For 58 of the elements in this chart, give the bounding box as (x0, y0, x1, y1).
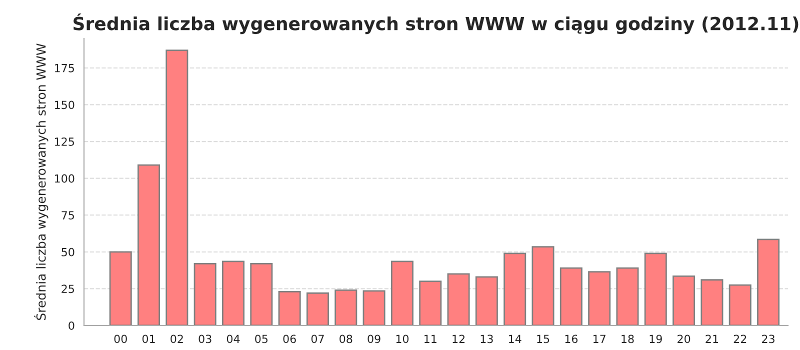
bar (728, 284, 752, 326)
bar (390, 260, 414, 326)
x-tick-label: 01 (142, 334, 155, 344)
x-tick-label: 04 (226, 334, 240, 344)
x-tick-label: 03 (198, 334, 212, 344)
bar (250, 262, 273, 326)
x-tick-label: 12 (452, 334, 464, 343)
y-tick-label: 25 (62, 284, 74, 294)
x-tick-label: 10 (396, 334, 409, 344)
x-tick-label: 05 (255, 334, 268, 344)
bar (504, 252, 526, 326)
x-tick-label: 15 (537, 334, 550, 344)
x-tick-label: 09 (368, 334, 380, 344)
x-tick-label: 14 (509, 334, 522, 343)
bar (109, 251, 132, 326)
bar (278, 290, 301, 326)
bar (138, 164, 160, 326)
y-tick-label: 150 (54, 100, 74, 110)
bar (700, 279, 724, 326)
y-tick-label: 50 (62, 248, 74, 256)
bar (362, 290, 386, 326)
x-tick-label: 13 (480, 334, 493, 344)
bar (166, 50, 188, 326)
x-tick-label: 18 (622, 334, 634, 344)
bar (644, 252, 667, 326)
y-tick-label: 0 (68, 321, 74, 330)
x-tick-label: 16 (565, 334, 578, 344)
x-tick-label: 02 (170, 334, 183, 344)
bar (616, 267, 639, 326)
bar (475, 276, 498, 326)
x-tick-label: 17 (593, 334, 606, 343)
bar (194, 262, 216, 326)
y-tick-label: 75 (62, 211, 74, 220)
y-tick-label: 125 (54, 138, 74, 146)
x-tick-label: 06 (283, 334, 296, 344)
x-tick-label: 11 (424, 334, 436, 343)
y-tick-label: 175 (54, 64, 74, 72)
chart-title: Średnia liczba wygenerowanych stron WWW w ciągu godziny (2012.11) (74, 13, 798, 34)
bar (419, 280, 442, 326)
bar (757, 238, 780, 326)
bar (334, 289, 358, 326)
bar (222, 260, 245, 326)
x-tick-label: 21 (706, 334, 718, 343)
x-tick-label: 22 (734, 334, 746, 343)
bar (560, 267, 582, 326)
bar (672, 276, 696, 326)
y-axis-title: Średnia liczba wygenerowanych stron WWW (34, 44, 48, 320)
x-tick-label: 23 (762, 334, 774, 344)
bar (588, 271, 611, 326)
x-tick-label: 07 (311, 334, 324, 344)
x-tick-label: 19 (650, 334, 662, 344)
bar (447, 273, 470, 326)
bar (532, 246, 554, 326)
x-tick-label: 20 (678, 334, 690, 344)
x-tick-label: 00 (114, 334, 127, 344)
x-tick-label: 08 (340, 334, 352, 344)
y-tick-label: 100 (54, 174, 74, 183)
bar (306, 292, 329, 326)
